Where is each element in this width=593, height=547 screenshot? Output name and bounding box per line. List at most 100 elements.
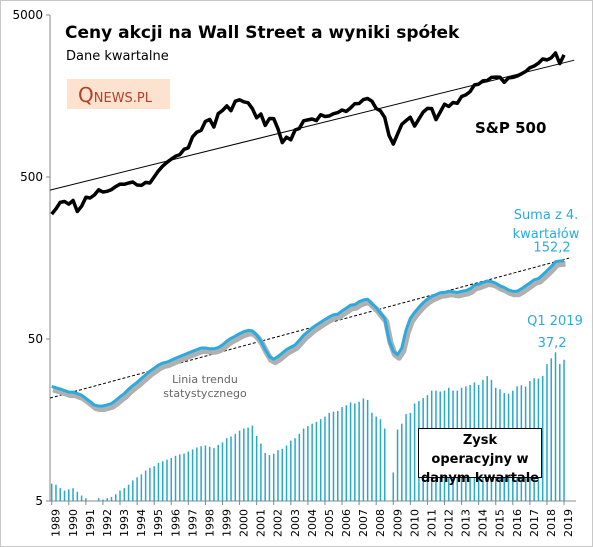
- bar: [234, 433, 237, 501]
- x-tick-label: 2013: [460, 509, 473, 537]
- bar: [550, 358, 552, 501]
- bar: [272, 453, 275, 501]
- bar: [315, 421, 318, 501]
- bar: [153, 466, 155, 501]
- bar: [392, 472, 395, 501]
- x-tick-label: 1989: [50, 509, 63, 537]
- bar: [68, 489, 70, 501]
- x-tick-label: 2019: [562, 509, 575, 537]
- bar: [559, 364, 561, 501]
- bar: [375, 416, 377, 501]
- x-tick-label: 1999: [220, 509, 233, 537]
- x-tick-label: 2009: [391, 509, 404, 537]
- bar: [80, 495, 83, 501]
- x-tick-label: 2016: [511, 509, 524, 537]
- bar: [247, 427, 249, 501]
- bar: [563, 359, 565, 501]
- x-tick-label: 2017: [528, 509, 541, 537]
- bar: [166, 459, 168, 501]
- quarter-note: Q1 2019: [527, 314, 583, 329]
- bar: [281, 448, 284, 501]
- bar: [311, 423, 313, 501]
- bar: [204, 445, 207, 501]
- x-tick-label: 2005: [323, 509, 336, 537]
- y-tick-label: 50: [28, 332, 43, 346]
- bar: [354, 403, 356, 501]
- bar: [144, 470, 147, 501]
- bar: [127, 484, 130, 501]
- bar: [191, 449, 194, 501]
- bar: [358, 401, 360, 501]
- bar: [161, 461, 164, 501]
- bar: [183, 453, 185, 501]
- x-tick-label: 1990: [67, 509, 80, 537]
- x-tick-label: 2012: [443, 509, 456, 537]
- bar: [396, 429, 399, 501]
- x-tick-label: 2000: [238, 509, 251, 537]
- bar: [413, 403, 416, 501]
- bar: [294, 438, 296, 501]
- x-tick-label: 2004: [306, 509, 319, 537]
- chart-title: Ceny akcji na Wall Street a wyniki spółe…: [65, 23, 460, 43]
- logo: QNEWS.PL: [78, 83, 153, 107]
- bar: [106, 498, 108, 501]
- bar: [302, 428, 305, 501]
- bar: [85, 498, 87, 501]
- x-tick-label: 2007: [357, 509, 370, 537]
- bar: [174, 455, 177, 501]
- bar: [196, 447, 198, 501]
- bar: [405, 414, 407, 501]
- bar: [59, 488, 61, 501]
- chart-subtitle: Dane kwartalne: [66, 49, 169, 64]
- bar: [179, 454, 181, 501]
- x-tick-label: 1991: [84, 509, 97, 537]
- x-tick-label: 2003: [289, 509, 302, 537]
- line: [50, 51, 566, 216]
- bar: [243, 428, 245, 501]
- bar: [290, 440, 292, 501]
- bar: [541, 375, 544, 501]
- bar: [157, 462, 160, 501]
- y-tick-label: 500: [20, 170, 43, 184]
- bar: [298, 433, 301, 501]
- x-tick-label: 2002: [272, 509, 285, 537]
- bar: [140, 474, 143, 501]
- bar: [217, 444, 219, 501]
- bar: [213, 448, 215, 501]
- bar: [285, 445, 288, 501]
- bar: [72, 488, 74, 501]
- bar: [149, 467, 151, 501]
- y-tick-label: 5000: [12, 8, 43, 22]
- bar: [221, 442, 224, 501]
- bar: [115, 494, 117, 501]
- x-tick-label: 1993: [118, 509, 131, 537]
- bar: [132, 480, 134, 501]
- bar: [349, 402, 352, 501]
- y-tick-label: 5: [35, 494, 43, 508]
- bar: [76, 491, 79, 501]
- value-label: 152,2: [533, 241, 570, 256]
- bar: [371, 412, 373, 501]
- x-tick-label: 2010: [408, 509, 421, 537]
- bar: [409, 412, 412, 501]
- trend-note: Linia trendu statystycznego: [163, 373, 247, 400]
- bar: [230, 436, 232, 501]
- bar: [337, 410, 339, 501]
- bar: [345, 405, 348, 501]
- x-tick-label: 1996: [169, 509, 182, 537]
- x-tick-label: 1995: [152, 509, 165, 537]
- bar: [251, 425, 254, 501]
- bar: [170, 458, 173, 501]
- series-label: S&P 500: [475, 119, 546, 137]
- bar: [401, 423, 403, 501]
- bar: [319, 419, 322, 501]
- logo-rest: NEWS.PL: [94, 91, 153, 106]
- x-tick-label: 1998: [203, 509, 216, 537]
- bar: [255, 435, 258, 501]
- bar: [50, 483, 53, 501]
- x-tick-label: 2018: [545, 509, 558, 537]
- bar: [200, 446, 202, 501]
- bar: [268, 455, 271, 501]
- bar: [208, 446, 211, 501]
